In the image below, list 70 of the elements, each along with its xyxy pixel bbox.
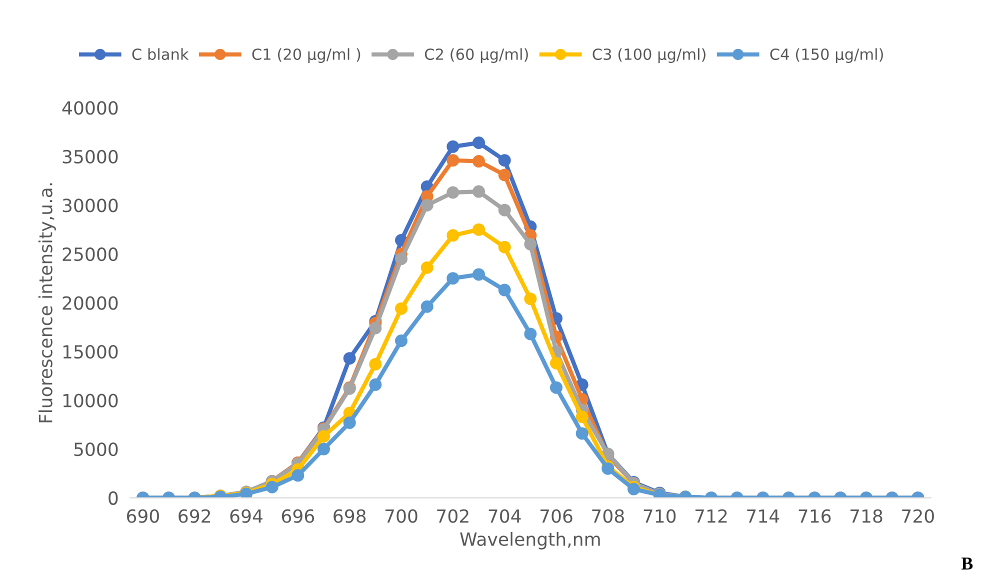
- legend-label: C4 (150 µg/ml): [770, 48, 883, 63]
- x-tick-label: 720: [902, 509, 934, 523]
- legend-label: C blank: [132, 48, 189, 60]
- x-tick-label: 696: [282, 509, 314, 523]
- legend-label: C2 (60 µg/ml): [424, 48, 528, 63]
- legend-label: C1 (20 µg/ml ): [252, 48, 360, 63]
- point: [395, 302, 408, 315]
- x-tick-label: 692: [178, 509, 210, 523]
- point: [498, 204, 511, 216]
- point: [498, 284, 511, 296]
- x-tick-label: 712: [696, 509, 727, 523]
- point: [395, 334, 408, 348]
- x-tick-label: 714: [747, 510, 780, 523]
- x-tick-label: 698: [334, 509, 366, 523]
- point: [472, 185, 486, 198]
- x-axis-title: Wavelength,nm: [460, 532, 600, 550]
- y-tick-label: 25000: [62, 247, 118, 262]
- y-axis-title: Fluorescence intensity,u.a.: [38, 183, 56, 422]
- point: [446, 154, 460, 167]
- point: [550, 381, 563, 394]
- y-tick-label: 5000: [74, 442, 118, 456]
- x-tick-label: 710: [644, 509, 676, 523]
- point: [318, 430, 330, 443]
- y-tick-label: 30000: [62, 198, 118, 212]
- x-tick-label: 708: [592, 509, 624, 523]
- point: [498, 168, 511, 182]
- point: [576, 427, 588, 440]
- point: [395, 252, 408, 266]
- y-tick-label: 0: [108, 491, 118, 505]
- point: [550, 356, 563, 370]
- x-tick-label: 716: [798, 509, 831, 523]
- x-tick-label: 718: [850, 509, 882, 523]
- point: [369, 378, 382, 391]
- x-tick-label: 706: [540, 509, 572, 523]
- point: [524, 292, 537, 306]
- point: [472, 223, 486, 236]
- x-tick-label: 694: [230, 509, 262, 523]
- point: [498, 240, 511, 254]
- legend-label: C3 (100 µg/ml): [592, 48, 706, 63]
- point: [498, 154, 511, 167]
- point: [472, 136, 486, 150]
- text: B: [961, 558, 973, 570]
- point: [369, 322, 382, 334]
- point: [524, 328, 537, 340]
- point: [472, 155, 486, 168]
- y-tick-label: 20000: [62, 296, 118, 310]
- point: [343, 352, 356, 365]
- x-tick-label: 690: [126, 509, 159, 523]
- point: [292, 469, 304, 482]
- point: [446, 229, 460, 242]
- x-tick-label: 704: [488, 509, 521, 523]
- point: [369, 358, 382, 370]
- point: [420, 261, 434, 274]
- y-tick-label: 15000: [63, 344, 118, 359]
- point: [318, 442, 330, 456]
- point: [446, 140, 460, 153]
- point: [420, 300, 434, 313]
- point: [343, 416, 356, 429]
- point: [576, 410, 588, 424]
- point: [524, 238, 537, 250]
- y-tick-label: 35000: [62, 150, 118, 164]
- x-tick-label: 700: [386, 509, 418, 523]
- point: [446, 186, 460, 199]
- x-tick-label: 702: [437, 509, 468, 523]
- y-tick-label: 40000: [62, 101, 118, 115]
- y-tick-label: 10000: [63, 394, 118, 408]
- point: [266, 480, 278, 494]
- point: [472, 268, 486, 281]
- point: [446, 272, 460, 285]
- point: [420, 198, 434, 212]
